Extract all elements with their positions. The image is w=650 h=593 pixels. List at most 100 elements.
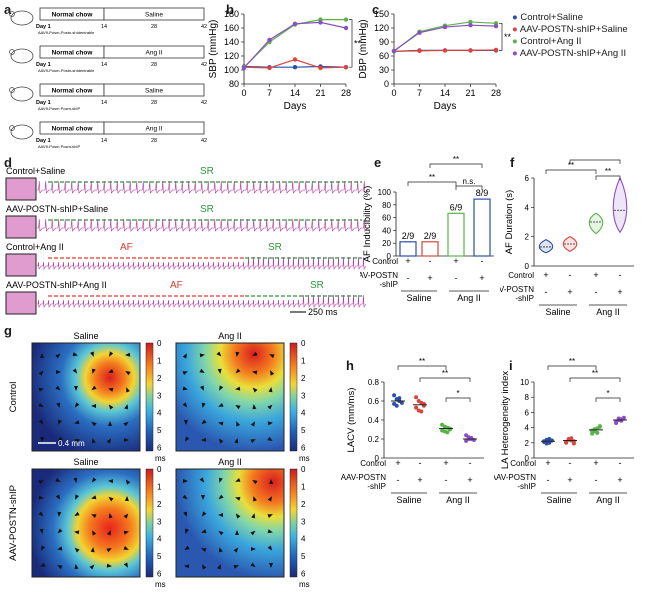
significance-label: ** — [605, 167, 611, 176]
vector-arrow — [56, 402, 61, 408]
phase-label: Normal chow — [52, 88, 94, 95]
significance-label: ** — [568, 161, 574, 170]
group-sign: + — [567, 287, 572, 297]
colorbar-tick: 1 — [301, 356, 306, 365]
ecg-trace — [36, 218, 368, 232]
group-sign: - — [569, 458, 572, 468]
vector-arrow — [123, 545, 129, 550]
row-label-shrna-2: -shIP — [517, 482, 536, 491]
vector-arrow — [252, 387, 258, 393]
vector-arrow — [38, 495, 44, 500]
x-tick-label: 7 — [267, 88, 272, 98]
vector-arrow — [72, 368, 78, 374]
vector-arrow — [91, 477, 97, 483]
group-sign: - — [595, 287, 598, 297]
vector-arrow — [38, 419, 44, 425]
vector-arrow — [267, 404, 273, 410]
vector-arrow — [218, 402, 224, 407]
y-tick-label: 120 — [224, 51, 239, 61]
significance-label: ** — [354, 38, 362, 48]
colorbar-tick: 4 — [301, 409, 306, 418]
y-tick-label: 0 — [525, 262, 530, 271]
vector-arrow — [251, 513, 256, 519]
vector-arrow — [183, 419, 188, 425]
vector-arrow — [58, 419, 62, 425]
vector-arrow — [267, 421, 273, 426]
group-sign: - — [429, 256, 432, 266]
vector-arrow — [183, 511, 188, 517]
data-point — [267, 65, 272, 71]
panel-label-d: d — [4, 155, 12, 170]
map-title: Saline — [73, 331, 98, 341]
colorbar — [145, 468, 154, 578]
vector-arrow — [57, 511, 62, 517]
vector-arrow — [108, 387, 114, 392]
vector-arrow — [89, 564, 95, 570]
mouse-icon — [10, 10, 34, 26]
y-tick-label: 0.2 — [368, 435, 380, 444]
day-tick: 14 — [101, 24, 107, 30]
vector-arrow — [41, 545, 46, 551]
x-tick-label: 21 — [315, 88, 325, 98]
phase-box — [103, 45, 205, 59]
data-point — [417, 30, 422, 35]
colorbar-tick: 5 — [301, 426, 306, 435]
row-label-shrna-2: -shIP — [515, 294, 534, 303]
day-tick: 14 — [101, 138, 107, 144]
rhythm-label: SR — [200, 204, 214, 215]
trace-label: Control+Ang II — [6, 242, 64, 252]
rhythm-label: SR — [268, 242, 282, 253]
significance-bracket — [595, 397, 621, 402]
vector-arrow — [250, 421, 255, 427]
data-point — [419, 409, 424, 414]
bar-label: 8/9 — [476, 188, 489, 198]
colorbar-tick: 0 — [301, 465, 306, 474]
vector-arrow — [106, 563, 112, 568]
injection-label: AAV9-Posm Posm-shIP — [38, 144, 80, 149]
y-tick-label: 100 — [378, 188, 392, 197]
significance-bracket — [445, 397, 471, 402]
vector-arrow — [269, 354, 275, 359]
colorbar-tick: 6 — [157, 444, 162, 453]
vector-arrow — [57, 546, 63, 551]
data-point — [592, 427, 597, 432]
vector-arrow — [38, 511, 44, 517]
row-label-control: Control — [360, 459, 386, 468]
vector-arrow — [182, 353, 187, 359]
y-tick-label: 150 — [374, 9, 389, 19]
y-tick-label: 0.4 — [368, 416, 380, 425]
day-tick: 28 — [151, 62, 157, 68]
violin — [588, 212, 604, 235]
phase-label: Normal chow — [52, 50, 94, 57]
significance-label: * — [606, 389, 609, 398]
legend-item: ● AAV-POSTN-shIP+Ang II — [512, 48, 627, 59]
y-tick-label: 0 — [375, 454, 380, 463]
colorbar-tick: 5 — [157, 552, 162, 561]
map-scale-label: 0.4 mm — [58, 439, 85, 448]
data-point — [343, 25, 349, 31]
data-point — [414, 395, 419, 400]
group-sign: - — [455, 273, 458, 283]
y-tick-label: 20 — [382, 239, 391, 248]
vector-arrow — [199, 368, 205, 373]
group-label: Ang II — [596, 495, 620, 505]
vector-arrow — [182, 386, 188, 391]
vector-arrow — [218, 530, 224, 536]
colorbar-tick: 4 — [157, 409, 162, 418]
data-point — [241, 65, 247, 71]
data-point — [564, 440, 569, 445]
data-point — [468, 19, 473, 25]
vector-arrow — [236, 421, 241, 427]
stimulation-box — [5, 177, 37, 201]
y-tick-label: 0 — [384, 79, 389, 89]
legend-item: ● Control+Ang II — [512, 36, 582, 47]
af-duration-chart: 0 2 4 6 AF Duration (s) ** ** ** Control AAV-POST… — [500, 156, 634, 317]
significance-bracket — [499, 22, 503, 51]
phase-box — [103, 7, 205, 21]
group-sign: - — [619, 270, 622, 280]
colorbar-tick: 1 — [157, 482, 162, 491]
vector-arrow — [201, 564, 207, 570]
data-point — [493, 47, 499, 53]
